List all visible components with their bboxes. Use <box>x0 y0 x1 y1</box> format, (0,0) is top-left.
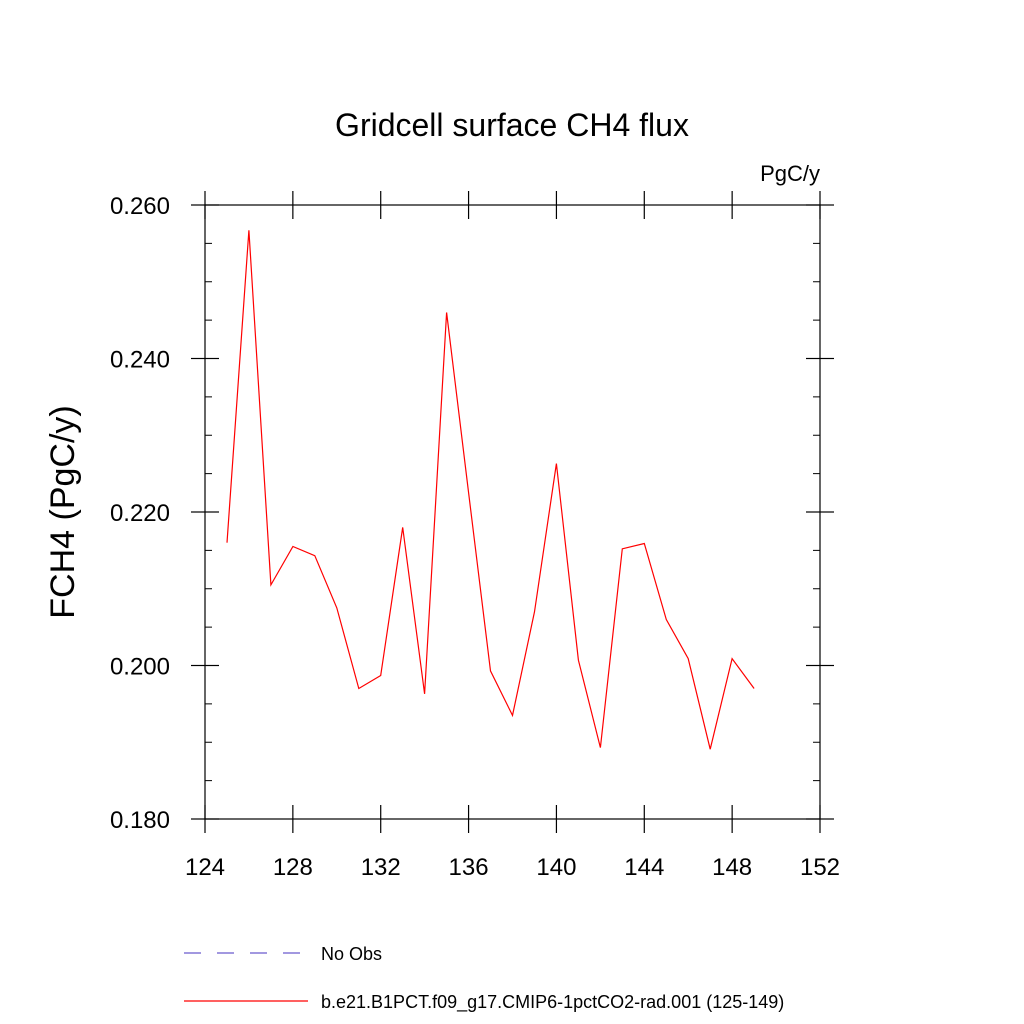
x-tick-label: 128 <box>273 854 313 881</box>
y-tick-label: 0.260 <box>110 193 170 220</box>
plot-frame <box>204 204 821 820</box>
legend-label: b.e21.B1PCT.f09_g17.CMIP6-1pctCO2-rad.00… <box>321 992 784 1013</box>
y-axis: 0.180 0.200 0.220 0.240 0.260 <box>110 193 834 834</box>
x-tick-label: 124 <box>185 854 225 881</box>
x-axis: 124 128 132 136 140 144 148 152 <box>185 191 840 881</box>
legend: No Obs b.e21.B1PCT.f09_g17.CMIP6-1pctCO2-… <box>184 944 784 1013</box>
x-tick-label: 140 <box>536 854 576 881</box>
chart-title: Gridcell surface CH4 flux <box>335 107 689 143</box>
series-group <box>226 230 755 750</box>
y-tick-label: 0.200 <box>110 654 170 681</box>
y-tick-label: 0.220 <box>110 500 170 527</box>
y-axis-label: FCH4 (PgC/y) <box>44 405 82 618</box>
x-tick-label: 132 <box>361 854 401 881</box>
x-tick-label: 136 <box>449 854 489 881</box>
series-line <box>226 230 755 750</box>
legend-label: No Obs <box>321 944 382 964</box>
y-tick-label: 0.240 <box>110 347 170 374</box>
x-tick-label: 144 <box>624 854 664 881</box>
y-tick-label: 0.180 <box>110 807 170 834</box>
x-tick-label: 152 <box>800 854 840 881</box>
units-label: PgC/y <box>760 161 820 186</box>
x-tick-label: 148 <box>712 854 752 881</box>
